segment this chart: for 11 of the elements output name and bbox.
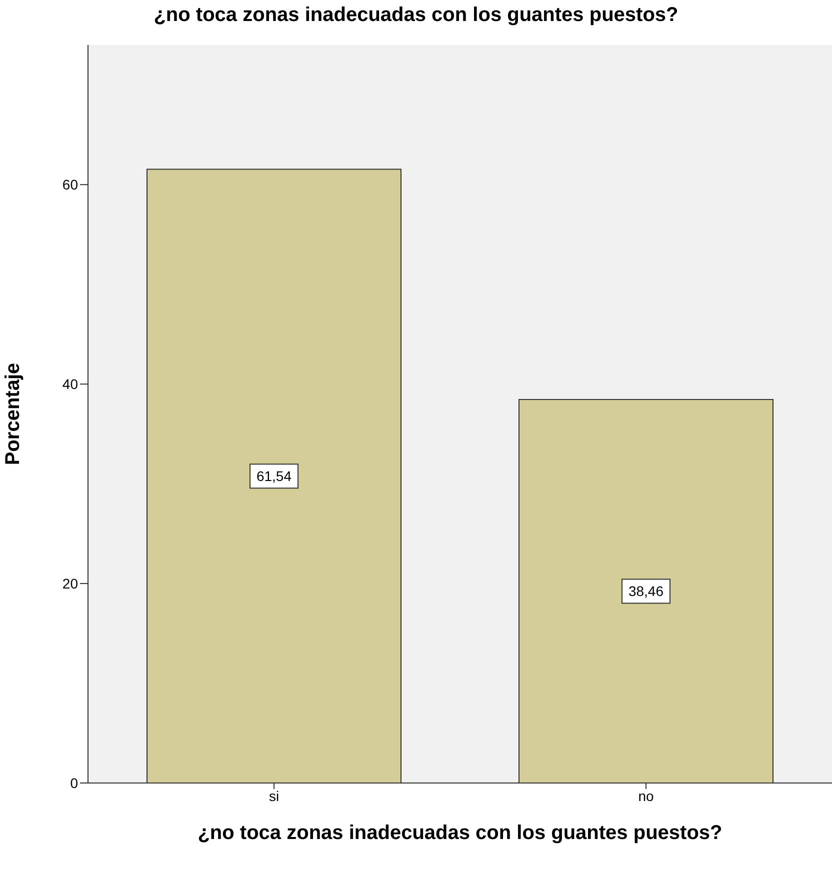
chart-title: ¿no toca zonas inadecuadas con los guantes puestos? xyxy=(152,4,680,27)
x-axis-title: ¿no toca zonas inadecuadas con los guantes puestos? xyxy=(198,822,722,844)
y-tick-label: 0 xyxy=(70,774,78,791)
y-tick-label: 60 xyxy=(62,176,78,193)
data-label: 38,46 xyxy=(628,583,664,600)
y-tick-label: 20 xyxy=(62,576,78,592)
x-tick-label: no xyxy=(638,788,654,804)
data-label: 61,54 xyxy=(256,468,292,484)
y-tick-label: 40 xyxy=(62,376,78,392)
y-axis-title: Porcentaje xyxy=(2,362,24,466)
x-tick-label: si xyxy=(268,788,280,804)
